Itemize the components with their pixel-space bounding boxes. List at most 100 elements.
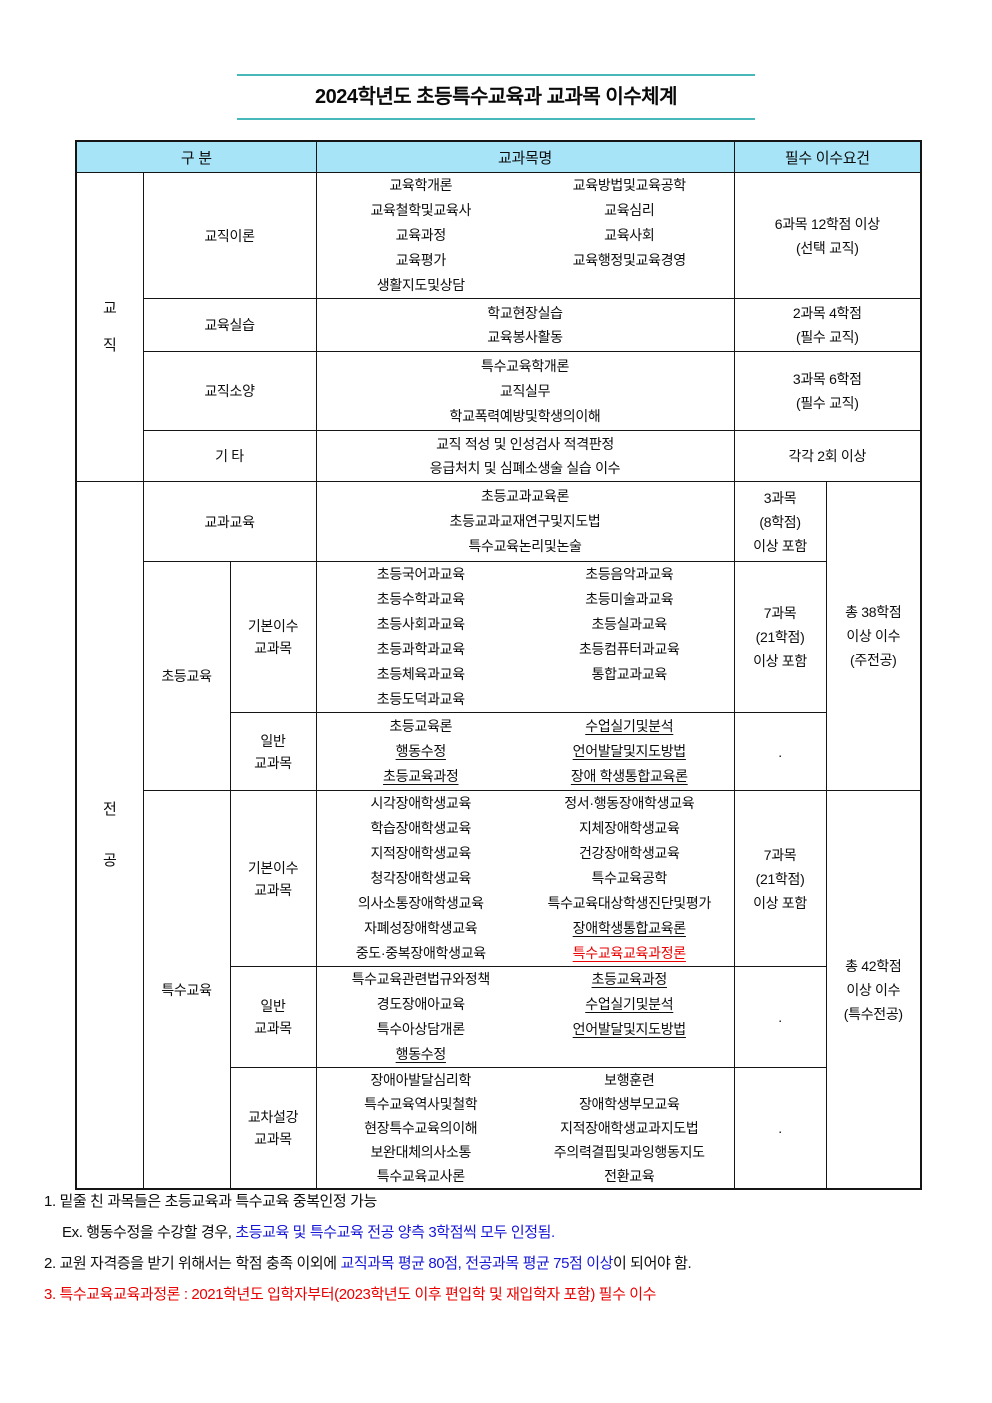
req-practice: 2과목 4학점 (필수 교직) — [733, 298, 922, 352]
group-jeongong: 전 공 — [75, 481, 144, 1190]
req-sp-general: . — [733, 966, 827, 1068]
subject-item: 응급처치 및 심폐소생술 실습 이수 — [429, 460, 621, 476]
subjects-sp-basic-right: 정서·행동장애학생교육 지체장애학생교육 건강장애학생교육 특수교육공학 특수교… — [525, 791, 734, 966]
subject-item: 초등음악과교육 — [585, 566, 674, 582]
subject-item-required-red: 특수교육교육과정론 — [572, 945, 687, 961]
footnote-3: 3. 특수교육교육과정론 : 2021학년도 입학자부터(2023학년도 이후 … — [44, 1286, 657, 1303]
subject-item: 특수교육논리및논술 — [468, 538, 582, 554]
subjects-elem-basic-left: 초등국어과교육 초등수학과교육 초등사회과교육 초등과학과교육 초등체육과교육 … — [317, 562, 526, 712]
row-etc: 기 타 교직 적성 및 인성검사 적격판정 응급처치 및 심폐소생술 실습 이수… — [76, 430, 922, 482]
subject-item: 행동수정 — [395, 743, 447, 759]
req-total-42: 총 42학점 이상 이수 (특수전공) — [825, 790, 922, 1190]
subject-item: 수업실기및분석 — [585, 996, 674, 1012]
subject-item: 통합교과교육 — [591, 666, 668, 682]
req-elem-general: . — [733, 712, 827, 791]
req-sp-basic: 7과목 (21학점) 이상 포함 — [733, 790, 827, 967]
subject-item: 특수교육관련법규와정책 — [351, 971, 491, 987]
footnote-2: 2. 교원 자격증을 받기 위해서는 학점 충족 이외에 교직과목 평균 80점… — [44, 1255, 692, 1272]
subject-item: 특수교육공학 — [591, 870, 668, 886]
subject-item: 특수교육학개론 — [481, 357, 570, 374]
subjects-soyang: 특수교육학개론 교직실무 학교폭력예방및학생의이해 — [315, 351, 735, 431]
subjects-gwakwa: 초등교과교육론 초등교과교재연구및지도법 특수교육논리및논술 — [315, 481, 735, 562]
subject-item: 초등교육과정 — [383, 768, 459, 784]
subject-item: 장애아발달심리학 — [370, 1072, 472, 1088]
document-title-block: 2024학년도 초등특수교육과 교과목 이수체계 — [237, 74, 755, 120]
row-gwakwa: 전 공 교과교육 초등교과교육론 초등교과교재연구및지도법 특수교육논리및논술 … — [75, 481, 922, 1190]
group-gyojik: 교 직 — [75, 172, 144, 482]
subject-item: 교직 적성 및 인성검사 적격판정 — [436, 436, 614, 452]
subject-item: 학교현장실습 — [487, 305, 563, 321]
footnote-1: 1. 밑줄 친 과목들은 초등교육과 특수교육 중복인정 가능 — [44, 1193, 377, 1210]
row-sp-general: 일반 교과목 특수교육관련법규와정책 경도장애아교육 특수아상담개론 행동수정 … — [76, 966, 921, 1068]
subject-item: 장애 학생통합교육론 — [570, 768, 688, 784]
subjects-sp-general-left: 특수교육관련법규와정책 경도장애아교육 특수아상담개론 행동수정 — [317, 967, 526, 1067]
subject-item: 청각장애학생교육 — [370, 870, 472, 886]
subject-item: 초등수학과교육 — [376, 591, 465, 607]
subject-item: 지적장애학생교과지도법 — [560, 1120, 699, 1136]
req-soyang: 3과목 6학점 (필수 교직) — [733, 351, 922, 431]
subject-item: 언어발달및지도방법 — [572, 743, 687, 759]
group-gyojik-char2: 직 — [102, 337, 117, 354]
subject-item: 언어발달및지도방법 — [572, 1021, 687, 1037]
label-gwakwa: 교과교육 — [142, 481, 317, 562]
subject-item: 의사소통장애학생교육 — [357, 895, 484, 911]
subject-item: 지적장애학생교육 — [370, 845, 472, 861]
subject-item: 보완대체의사소통 — [370, 1144, 472, 1160]
subjects-elem-general-right: 수업실기및분석 언어발달및지도방법 장애 학생통합교육론 — [525, 714, 734, 789]
header-gubun: 구 분 — [75, 140, 317, 173]
subject-item: 지체장애학생교육 — [578, 820, 680, 836]
req-theory: 6과목 12학점 이상 (선택 교직) — [733, 172, 922, 299]
subject-item: 정서·행동장애학생교육 — [564, 795, 695, 811]
subject-item: 건강장애학생교육 — [578, 845, 680, 861]
subjects-theory-left: 교육학개론 교육철학및교육사 교육과정 교육평가 생활지도및상담 — [317, 173, 526, 298]
req-cross: . — [733, 1067, 827, 1190]
subject-item: 초등사회과교육 — [376, 616, 465, 632]
subject-item: 초등교과교육론 — [481, 488, 570, 504]
subjects-cross: 장애아발달심리학 특수교육역사및철학 현장특수교육의이해 보완대체의사소통 특수… — [315, 1067, 735, 1190]
subject-item: 교육과정 — [395, 227, 447, 243]
subject-item: 초등컴퓨터과교육 — [578, 641, 680, 657]
subject-item: 장애학생통합교육론 — [572, 920, 687, 936]
label-cross: 교차설강 교과목 — [229, 1067, 317, 1190]
subject-item: 초등체육과교육 — [376, 666, 465, 682]
subject-item: 교육학개론 — [389, 177, 453, 193]
subject-item: 교육봉사활동 — [487, 329, 563, 345]
subject-item: 중도·중복장애학생교육 — [355, 945, 486, 961]
subject-item: 특수교육역사및철학 — [364, 1096, 478, 1112]
subjects-practice: 학교현장실습 교육봉사활동 — [315, 298, 735, 352]
row-soyang: 교직소양 특수교육학개론 교직실무 학교폭력예방및학생의이해 3과목 6학점 (… — [76, 351, 922, 431]
subject-item: 주의력결핍및과잉행동지도 — [553, 1144, 705, 1160]
label-practice: 교육실습 — [142, 298, 317, 352]
label-etc: 기 타 — [142, 430, 317, 482]
subjects-elem-basic: 초등국어과교육 초등수학과교육 초등사회과교육 초등과학과교육 초등체육과교육 … — [315, 561, 735, 713]
subject-item: 교육방법및교육공학 — [572, 177, 687, 193]
label-sp-basic: 기본이수 교과목 — [229, 790, 317, 967]
footnotes: 1. 밑줄 친 과목들은 초등교육과 특수교육 중복인정 가능 Ex. 행동수정… — [44, 1192, 974, 1316]
subjects-elem-general-left: 초등교육론 행동수정 초등교육과정 — [317, 714, 526, 789]
group-special: 특수교육 — [142, 790, 231, 1190]
header-requirement: 필수 이수요건 — [733, 140, 922, 173]
subject-item: 초등국어과교육 — [376, 566, 465, 582]
subjects-elem-basic-right: 초등음악과교육 초등미술과교육 초등실과교육 초등컴퓨터과교육 통합교과교육 — [525, 562, 734, 712]
req-gwakwa: 3과목 (8학점) 이상 포함 — [733, 481, 827, 562]
subjects-sp-basic: 시각장애학생교육 학습장애학생교육 지적장애학생교육 청각장애학생교육 의사소통… — [315, 790, 735, 967]
label-theory: 교직이론 — [142, 172, 317, 299]
subject-item: 학습장애학생교육 — [370, 820, 472, 836]
subject-item: 초등교육과정 — [591, 971, 668, 987]
subject-item: 현장특수교육의이해 — [364, 1120, 478, 1136]
label-elem-basic: 기본이수 교과목 — [229, 561, 317, 713]
subject-item: 전환교육 — [604, 1168, 655, 1184]
subject-item: 초등실과교육 — [591, 616, 668, 632]
req-total-38: 총 38학점 이상 이수 (주전공) — [825, 481, 922, 791]
subject-item: 장애학생부모교육 — [578, 1096, 680, 1112]
table-header-row: 구 분 교과목명 필수 이수요건 — [75, 140, 922, 173]
page-title: 2024학년도 초등특수교육과 교과목 이수체계 — [315, 86, 677, 108]
subject-item: 교육사회 — [604, 227, 655, 243]
subject-item: 초등과학과교육 — [376, 641, 465, 657]
subjects-sp-general-right: 초등교육과정 수업실기및분석 언어발달및지도방법 — [525, 967, 734, 1067]
subject-item: 초등도덕과교육 — [376, 691, 465, 707]
subject-item: 교육철학및교육사 — [370, 202, 472, 218]
subjects-sp-general: 특수교육관련법규와정책 경도장애아교육 특수아상담개론 행동수정 초등교육과정 … — [315, 966, 735, 1068]
subjects-cross-right: 보행훈련 장애학생부모교육 지적장애학생교과지도법 주의력결핍및과잉행동지도 전… — [525, 1068, 734, 1188]
